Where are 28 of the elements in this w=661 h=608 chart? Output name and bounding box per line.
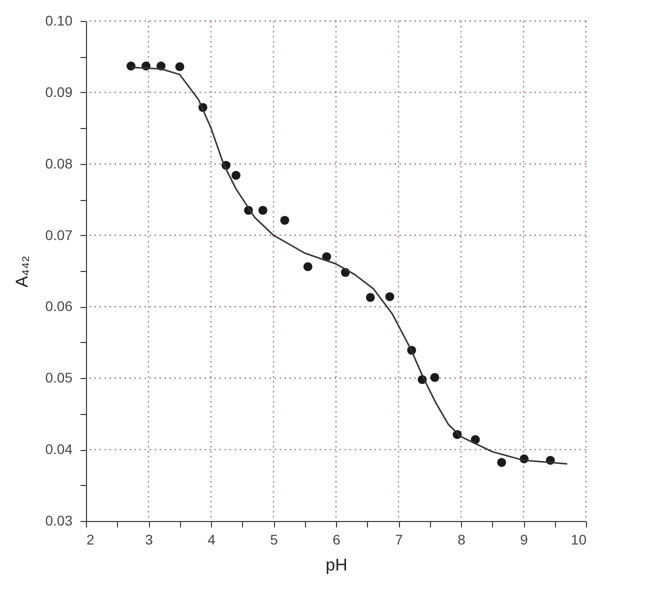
y-tick-label: 0.07: [45, 226, 73, 243]
x-tick-label: 6: [332, 532, 341, 548]
point: [303, 262, 312, 272]
y-tick-label: 0.04: [45, 441, 73, 458]
x-tick-label: 8: [458, 532, 466, 548]
y-axis-title: A₄₄₂: [12, 256, 32, 288]
x-tick-label: 9: [520, 532, 528, 548]
point: [430, 372, 440, 382]
y-tick-label: 0.10: [45, 12, 73, 28]
x-tick-label: 10: [570, 532, 587, 548]
point: [366, 292, 375, 302]
y-tick-label: 0.06: [45, 298, 73, 314]
point: [258, 206, 268, 215]
x-tick-label: 2: [86, 532, 94, 548]
y-tick-label: 0.05: [45, 370, 73, 386]
point: [280, 216, 290, 225]
x-tick-label: 5: [270, 532, 278, 548]
point: [232, 170, 240, 180]
y-tick-label: 0.08: [45, 155, 73, 172]
x-tick-label: 4: [208, 532, 216, 548]
point: [385, 292, 394, 302]
y-tick-label: 0.03: [45, 512, 73, 528]
point: [497, 458, 506, 467]
y-tick-label: 0.09: [45, 84, 73, 100]
point: [175, 62, 184, 72]
x-tick-label: 7: [395, 532, 404, 548]
x-axis-title: pH: [326, 556, 348, 574]
x-tick-label: 3: [145, 532, 154, 548]
